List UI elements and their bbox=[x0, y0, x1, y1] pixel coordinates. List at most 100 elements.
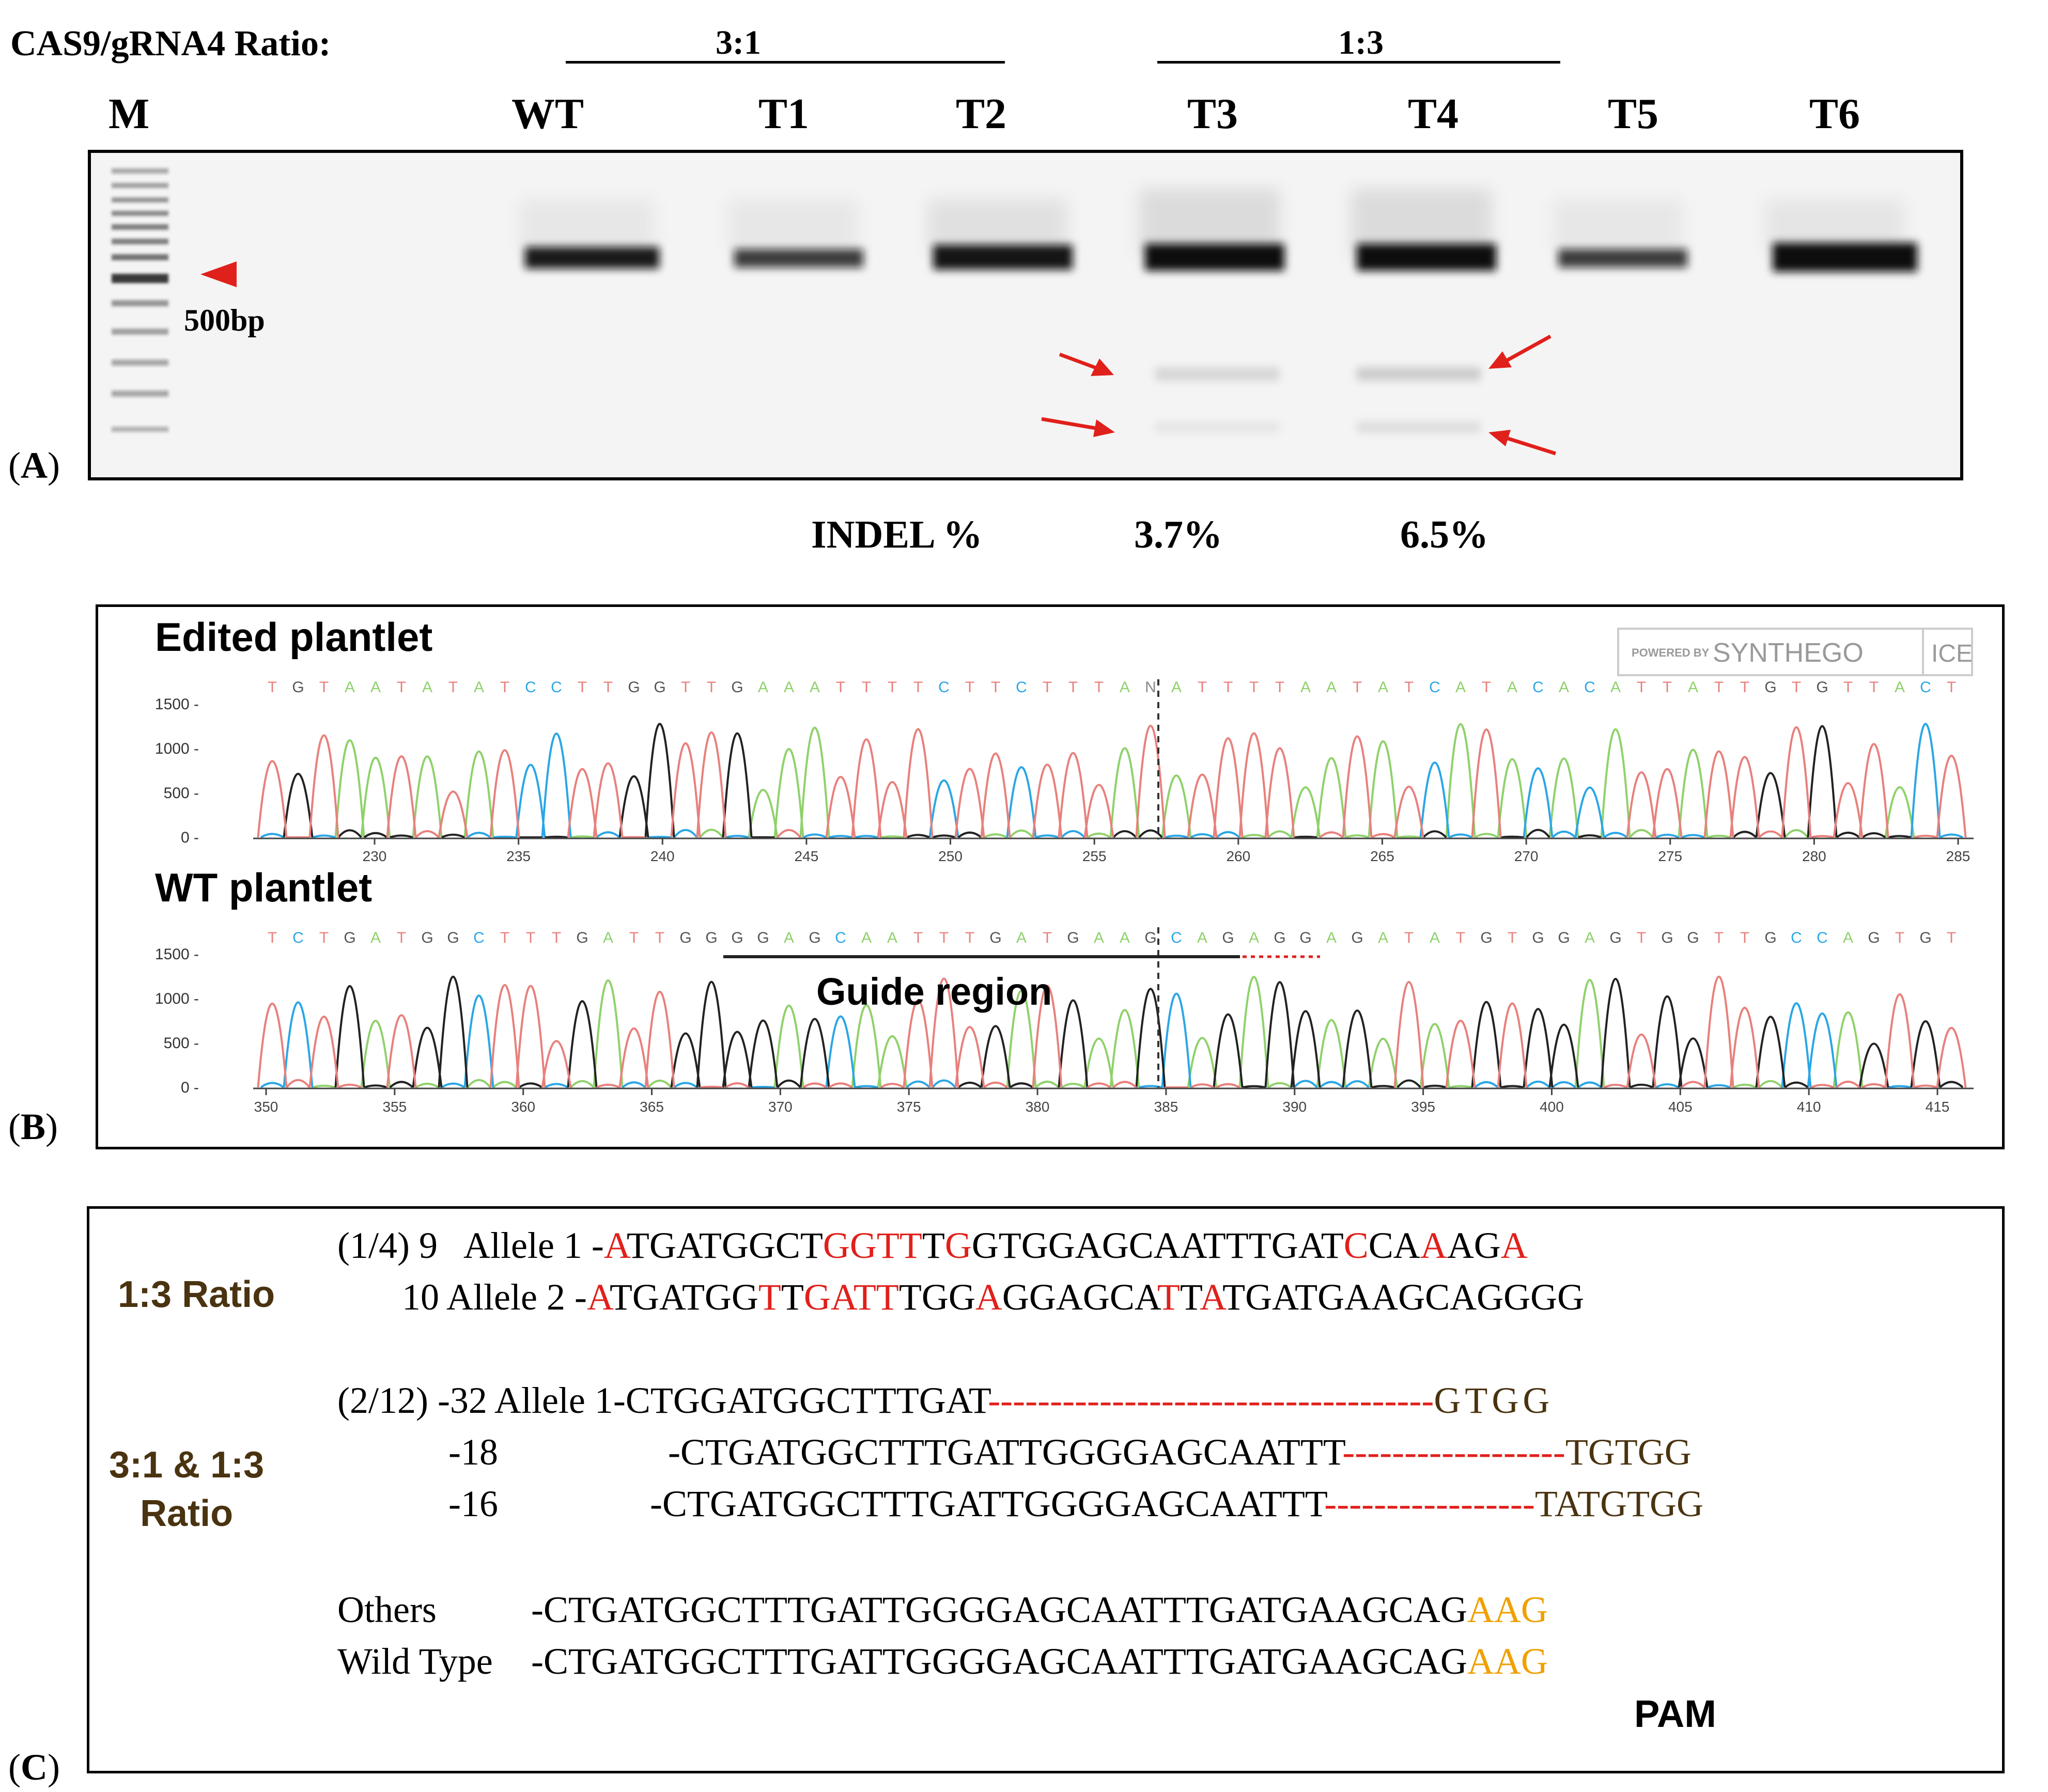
x-tick-label: 370 bbox=[768, 1099, 793, 1115]
base-letter: T bbox=[1508, 929, 1517, 946]
base-letter: T bbox=[526, 929, 535, 946]
allele-segment: TG bbox=[898, 1276, 949, 1318]
allele-segment: T bbox=[781, 1276, 804, 1318]
trace-T bbox=[257, 725, 1967, 838]
base-letter: T bbox=[965, 679, 974, 696]
x-tick-label: 260 bbox=[1226, 848, 1250, 864]
base-letter: C bbox=[1817, 929, 1828, 946]
indel-t4: 6.5% bbox=[1400, 513, 1488, 556]
allele-segment: A bbox=[975, 1276, 1002, 1318]
base-letter: C bbox=[1532, 679, 1544, 696]
base-letter: G bbox=[654, 679, 665, 696]
x-tick-label: 380 bbox=[1026, 1099, 1050, 1115]
base-letter: A bbox=[1507, 679, 1517, 696]
y-tick-label: 1000 - bbox=[155, 740, 199, 757]
base-letter: T bbox=[629, 929, 639, 946]
base-letter: T bbox=[1249, 679, 1259, 696]
base-letter: T bbox=[1843, 679, 1853, 696]
gel-svg bbox=[91, 153, 1960, 477]
allele-segment: A bbox=[1500, 1225, 1528, 1266]
base-letter: T bbox=[913, 679, 923, 696]
allele-row-2: 10 Allele 2 -ATGATGGTTGATTTGGAGGAGCATTAT… bbox=[402, 1276, 1585, 1318]
allele-row-del16: -CTGATGGCTTTGATTGGGGAGCAATTT------------… bbox=[650, 1483, 1704, 1524]
allele-1-sequence: ATGATGGCTGGTTTGGTGGAGCAATTTGATCCAAAGA bbox=[604, 1225, 1528, 1266]
base-letter: T bbox=[1895, 929, 1904, 946]
x-tick-label: 280 bbox=[1802, 848, 1826, 864]
logo-powered: POWERED BY bbox=[1632, 646, 1710, 659]
base-letter: G bbox=[1558, 929, 1570, 946]
base-letter: A bbox=[784, 679, 794, 696]
base-letter: A bbox=[1197, 929, 1207, 946]
group-1-3-bar bbox=[1157, 61, 1560, 64]
base-letter: T bbox=[1068, 679, 1078, 696]
base-letter: N bbox=[1145, 679, 1156, 696]
others-label: Others bbox=[337, 1589, 437, 1630]
wt-traces bbox=[253, 975, 1974, 1089]
allele-row-del18: -CTGATGGCTTTGATTGGGGAGCAATTT------------… bbox=[668, 1431, 1692, 1473]
x-tick-label: 390 bbox=[1282, 1099, 1307, 1115]
base-letter: T bbox=[681, 679, 690, 696]
base-letter: G bbox=[1816, 679, 1828, 696]
base-letter: T bbox=[1869, 679, 1879, 696]
base-letter: G bbox=[1351, 929, 1363, 946]
base-letter: T bbox=[1456, 929, 1465, 946]
base-letter: A bbox=[1895, 679, 1905, 696]
base-letter: G bbox=[447, 929, 459, 946]
allele-segment: GATT bbox=[803, 1276, 899, 1318]
trace-C bbox=[260, 992, 1912, 1088]
base-letter: A bbox=[1120, 679, 1130, 696]
allele-row-del32: (2/12) -32 Allele 1-CTGGATGGCTTTGAT-----… bbox=[337, 1380, 1554, 1421]
allele-segment: G bbox=[948, 1276, 975, 1318]
base-letter: G bbox=[731, 929, 743, 946]
x-tick-label: 365 bbox=[640, 1099, 664, 1115]
base-letter: A bbox=[1326, 929, 1337, 946]
x-tick-label: 275 bbox=[1658, 848, 1682, 864]
edited-title: Edited plantlet bbox=[155, 614, 432, 660]
base-letter: A bbox=[1378, 929, 1388, 946]
allele-segment: AG bbox=[1447, 1225, 1501, 1266]
base-letter: T bbox=[1714, 929, 1724, 946]
base-letter: T bbox=[1043, 679, 1052, 696]
x-tick-label: 235 bbox=[506, 848, 531, 864]
wt-y-axis: 1500 - 1000 - 500 - 0 - bbox=[155, 946, 199, 1096]
allele-segment: A bbox=[603, 1225, 627, 1266]
x-tick-label: 395 bbox=[1411, 1099, 1435, 1115]
base-letter: C bbox=[525, 679, 536, 696]
gel-image: 500bp bbox=[88, 150, 1963, 480]
y-tick-label: 0 - bbox=[181, 1079, 199, 1096]
synthego-logo: POWERED BY SYNTHEGO ICE bbox=[1617, 628, 1973, 676]
marker-size-label: 500bp bbox=[184, 303, 265, 337]
allele-segment: TGATGAAGCAGGGG bbox=[1222, 1276, 1585, 1318]
base-letter: G bbox=[292, 679, 304, 696]
x-tick-label: 230 bbox=[363, 848, 387, 864]
lane-label-wt: WT bbox=[511, 90, 584, 138]
x-tick-label: 385 bbox=[1154, 1099, 1178, 1115]
base-letter: C bbox=[938, 679, 950, 696]
base-letter: A bbox=[1585, 929, 1595, 946]
panel-a-letter: (A) bbox=[8, 445, 60, 486]
base-letter: G bbox=[1764, 679, 1776, 696]
base-letter: G bbox=[1222, 929, 1234, 946]
base-letter: A bbox=[370, 929, 381, 946]
base-letter: T bbox=[965, 929, 974, 946]
x-tick-label: 360 bbox=[511, 1099, 535, 1115]
base-letter: A bbox=[784, 929, 794, 946]
indel-label: INDEL % bbox=[811, 513, 983, 556]
base-letter: C bbox=[1171, 929, 1182, 946]
base-letter: A bbox=[1559, 679, 1569, 696]
base-letter: C bbox=[1016, 679, 1027, 696]
base-letter: T bbox=[1043, 929, 1052, 946]
base-letter: T bbox=[397, 679, 406, 696]
panel-b-letter: (B) bbox=[8, 1106, 58, 1147]
base-letter: T bbox=[397, 929, 406, 946]
base-letter: T bbox=[1947, 929, 1956, 946]
x-tick-label: 270 bbox=[1514, 848, 1539, 864]
base-letter: T bbox=[836, 679, 845, 696]
base-letter: T bbox=[1198, 679, 1207, 696]
base-letter: C bbox=[1791, 929, 1802, 946]
base-letter: C bbox=[1429, 679, 1440, 696]
allele-row-del16-num: -16 bbox=[448, 1483, 498, 1524]
lane-label-t1: T1 bbox=[758, 90, 810, 138]
allele-segment: T bbox=[758, 1276, 781, 1318]
base-letter: T bbox=[268, 929, 277, 946]
